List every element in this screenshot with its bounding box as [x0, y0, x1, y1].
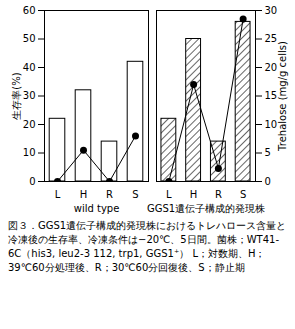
svg-text:0: 0: [29, 176, 35, 187]
svg-text:15: 15: [265, 90, 278, 101]
svg-text:10: 10: [265, 119, 278, 130]
svg-text:20: 20: [265, 62, 278, 73]
svg-text:GGS1遺伝子構成的発現株: GGS1遺伝子構成的発現株: [147, 203, 265, 214]
svg-text:25: 25: [265, 33, 278, 44]
svg-text:L: L: [166, 189, 172, 200]
svg-text:Trehalose (mg/g cells): Trehalose (mg/g cells): [277, 41, 288, 152]
svg-text:60: 60: [23, 5, 36, 16]
svg-text:生存率(%): 生存率(%): [11, 72, 22, 119]
svg-text:R: R: [106, 189, 113, 200]
svg-text:50: 50: [23, 33, 36, 44]
svg-text:H: H: [80, 189, 88, 200]
svg-text:S: S: [132, 189, 138, 200]
svg-text:20: 20: [23, 119, 36, 130]
svg-text:30: 30: [265, 5, 278, 16]
svg-text:40: 40: [23, 62, 36, 73]
svg-text:30: 30: [23, 90, 36, 101]
svg-text:wild type: wild type: [74, 203, 120, 214]
svg-text:R: R: [215, 189, 222, 200]
svg-text:10: 10: [23, 147, 36, 158]
svg-text:S: S: [240, 189, 246, 200]
svg-text:H: H: [190, 189, 198, 200]
svg-text:0: 0: [265, 176, 271, 187]
svg-text:5: 5: [265, 147, 271, 158]
html-text:図３．GGS1遺伝子構成的発現株におけるトレハロース含量と冷: 図３．GGS1遺伝子構成的発現株におけるトレハロース含量と冷凍後の生存率、冷凍条…: [8, 220, 287, 273]
svg-text:L: L: [55, 189, 61, 200]
